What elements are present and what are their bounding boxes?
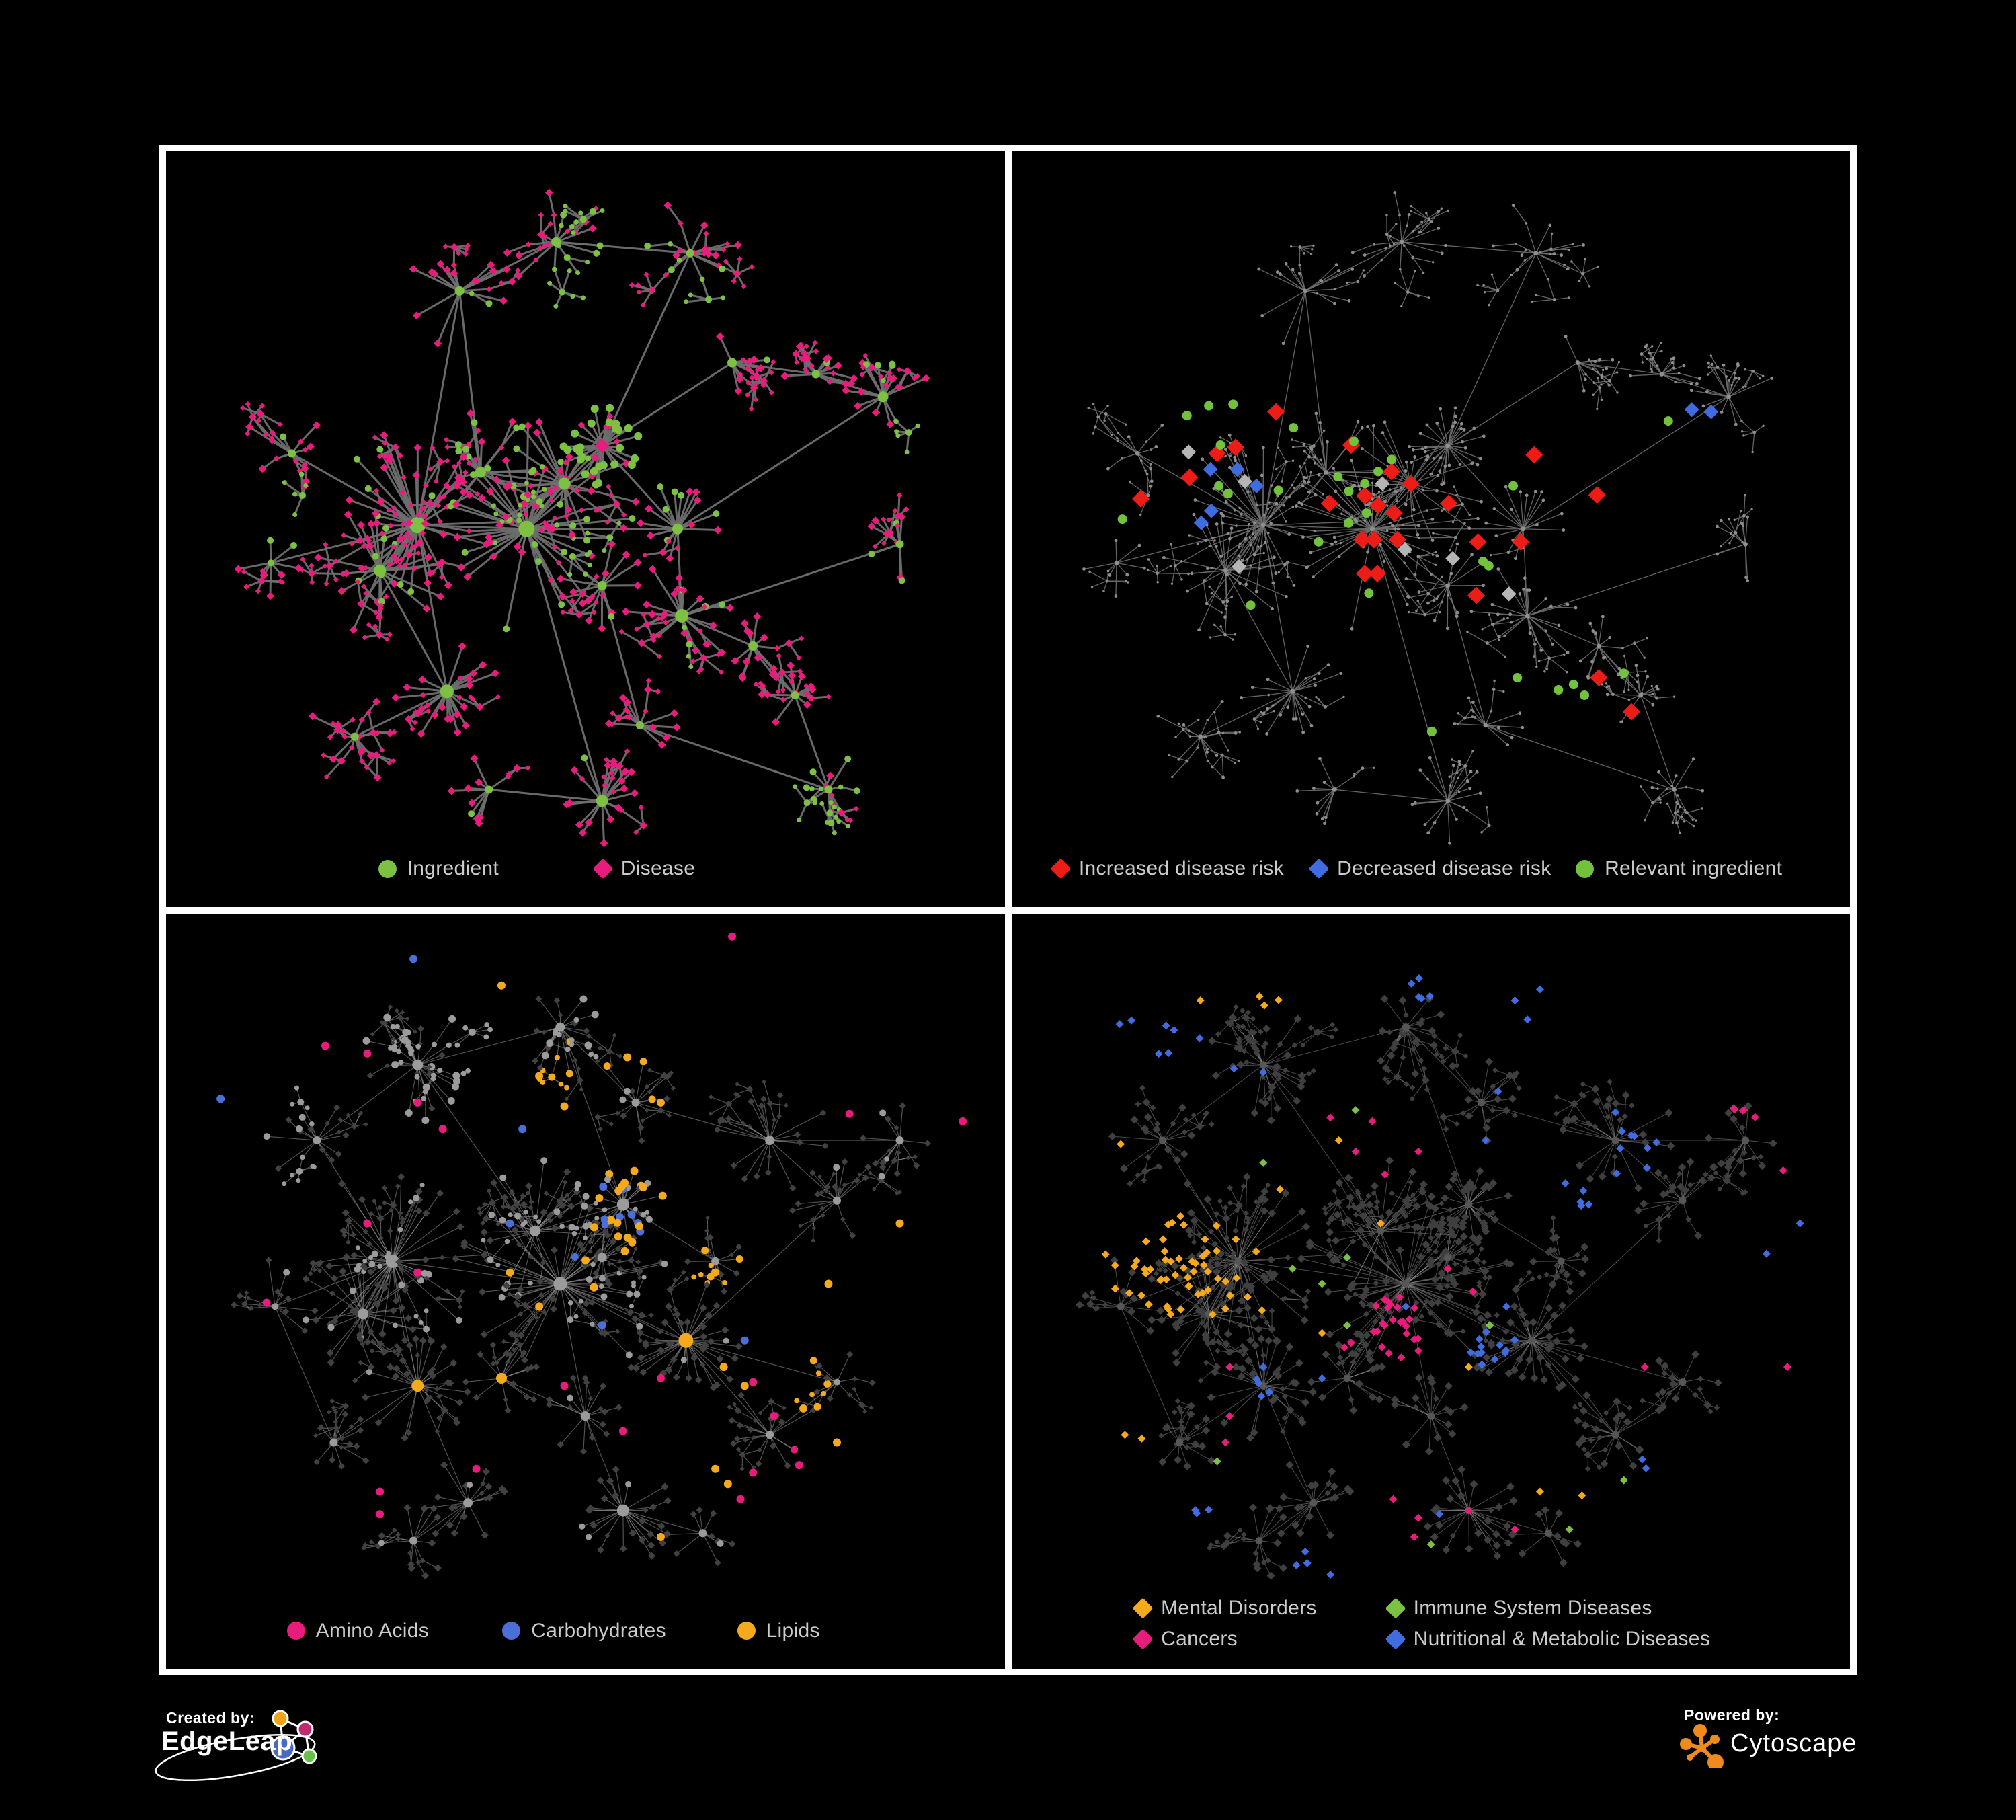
- immune-diseases-diamond-icon: [1385, 1597, 1406, 1619]
- panel-grid: Ingredient Disease Increased disease ris…: [159, 145, 1857, 1675]
- edges-layer: [1079, 998, 1773, 1576]
- legend-item-cancers: Cancers: [1132, 1628, 1238, 1651]
- decreased-risk-diamond-icon: [1308, 858, 1330, 879]
- highlight-layer: [1101, 974, 1804, 1579]
- disease-risk-network-canvas: [1082, 191, 1773, 845]
- edgeleap-logo-icon: [155, 1710, 317, 1782]
- nodes-layer: [1082, 191, 1773, 845]
- legend-label: Decreased disease risk: [1337, 857, 1551, 880]
- relevant-ingredient-circle-icon: [1576, 859, 1595, 878]
- panel-macronutrients: Amino Acids Carbohydrates Lipids: [166, 913, 1005, 1669]
- ingredient-disease-network-canvas: [234, 188, 930, 848]
- legend-label: Cancers: [1161, 1628, 1238, 1651]
- panel-disease-risk: Increased disease risk Decreased disease…: [1011, 151, 1850, 907]
- legend-item-amino-acids: Amino Acids: [286, 1619, 429, 1643]
- created-by-label: Created by:: [166, 1709, 255, 1727]
- panel-disease-categories: Mental Disorders Immune System Diseases …: [1011, 913, 1850, 1669]
- legend-label: Disease: [620, 857, 696, 880]
- legend-item-carbohydrates: Carbohydrates: [502, 1620, 666, 1643]
- legend-label: Immune System Diseases: [1413, 1597, 1652, 1620]
- legend-label: Lipids: [766, 1619, 820, 1642]
- legend-label: Relevant ingredient: [1605, 857, 1783, 880]
- legend-item-decreased-risk: Decreased disease risk: [1308, 857, 1551, 880]
- edges-layer: [233, 998, 928, 1576]
- legend-label: Amino Acids: [315, 1619, 429, 1642]
- cytoscape-wordmark: Cytoscape: [1730, 1729, 1857, 1757]
- cytoscape-logo-icon: [1680, 1724, 1724, 1768]
- nutritional-metabolic-diamond-icon: [1385, 1628, 1406, 1650]
- edges-layer: [238, 192, 927, 844]
- legend-label: Carbohydrates: [531, 1619, 666, 1642]
- disease-diamond-icon: [592, 858, 614, 879]
- cancers-diamond-icon: [1132, 1628, 1154, 1650]
- macronutrient-network-canvas: [216, 932, 967, 1579]
- disease-category-network-canvas: [1075, 974, 1804, 1580]
- legend-item-immune-diseases: Immune System Diseases: [1385, 1597, 1652, 1620]
- panel-ingredient-disease: Ingredient Disease: [166, 151, 1005, 907]
- amino-acids-circle-icon: [286, 1622, 305, 1640]
- legend-item-mental-disorders: Mental Disorders: [1132, 1597, 1317, 1620]
- legend-label: Ingredient: [407, 857, 499, 880]
- legend-label: Mental Disorders: [1161, 1597, 1317, 1620]
- legend-item-ingredient: Ingredient: [378, 857, 499, 880]
- increased-risk-diamond-icon: [1050, 858, 1072, 879]
- legend-item-nutritional-metabolic: Nutritional & Metabolic Diseases: [1385, 1628, 1711, 1651]
- legend-item-increased-risk: Increased disease risk: [1050, 857, 1284, 880]
- highlight-layer: [216, 932, 967, 1541]
- mental-disorders-diamond-icon: [1132, 1597, 1154, 1619]
- legend-label: Increased disease risk: [1078, 857, 1284, 880]
- lipids-circle-icon: [737, 1622, 756, 1640]
- carbohydrates-circle-icon: [502, 1622, 521, 1640]
- legend-label: Nutritional & Metabolic Diseases: [1413, 1628, 1711, 1651]
- edges-layer: [1083, 192, 1772, 844]
- nodes-layer: [1075, 994, 1777, 1580]
- edgeleap-wordmark: EdgeLeap: [161, 1727, 293, 1756]
- ingredient-circle-icon: [378, 859, 397, 878]
- legend-item-lipids: Lipids: [737, 1620, 820, 1643]
- legend-item-disease: Disease: [592, 857, 696, 880]
- nodes-layer: [234, 188, 930, 848]
- powered-by-label: Powered by:: [1684, 1706, 1780, 1724]
- legend-item-relevant-ingredient: Relevant ingredient: [1576, 857, 1782, 880]
